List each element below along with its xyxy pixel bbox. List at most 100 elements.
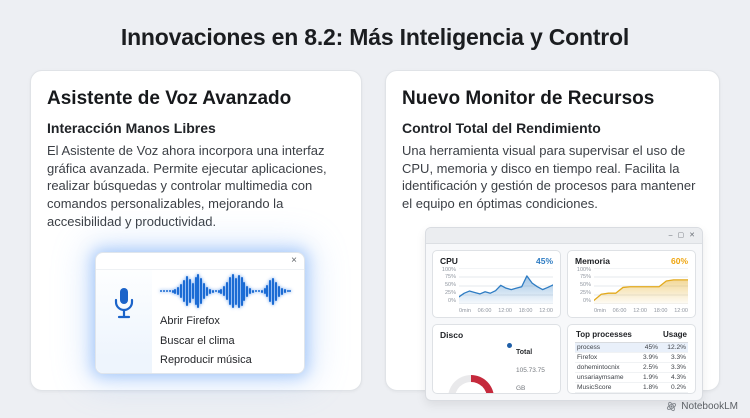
waveform-bar bbox=[289, 290, 292, 293]
memory-y-axis: 100% 75% 50% 25% 0% bbox=[575, 267, 594, 314]
voice-assistant-window: × Abrir Firefox Buscar el clima Reproduc bbox=[95, 252, 305, 375]
axis-tick-label: 25% bbox=[579, 289, 591, 296]
axis-tick-label: 75% bbox=[444, 274, 456, 281]
waveform-bar bbox=[275, 281, 277, 301]
axis-tick-label: 06:00 bbox=[612, 307, 627, 314]
waveform-bar bbox=[180, 284, 183, 299]
process-row: unsariaymsame 1.9% 4.3% bbox=[575, 373, 688, 383]
voice-window-body: Abrir Firefox Buscar el clima Reproducir m… bbox=[96, 270, 304, 374]
waveform-bar bbox=[252, 289, 254, 293]
voice-command-list: Abrir Firefox Buscar el clima Reproducir m… bbox=[158, 312, 296, 370]
axis-tick-label: 12:00 bbox=[498, 307, 512, 314]
cpu-chart: 100% 75% 50% 25% 0% 0min 06:00 12:00 18:00 12:00 bbox=[440, 267, 553, 314]
cpu-y-axis: 100% 75% 50% 25% 0% bbox=[440, 267, 459, 314]
waveform-bar bbox=[203, 283, 206, 300]
waveform-bar bbox=[188, 279, 191, 304]
total-label: Total bbox=[516, 348, 533, 356]
microphone-column bbox=[96, 270, 152, 374]
voice-card-title: Asistente de Voz Avanzado bbox=[47, 88, 292, 109]
waveform-bar bbox=[234, 277, 237, 305]
waveform-bar bbox=[254, 290, 257, 293]
waveform-bar bbox=[260, 289, 263, 293]
voice-command: Reproducir música bbox=[160, 353, 252, 366]
disk-donut: 75% bbox=[448, 374, 494, 393]
voice-waveform bbox=[158, 274, 296, 309]
waveform-bar bbox=[211, 289, 214, 293]
axis-tick-label: 12:00 bbox=[539, 307, 553, 314]
process-row: process 45% 12.2% bbox=[575, 342, 688, 353]
axis-tick-label: 12:00 bbox=[633, 307, 647, 314]
process-rows: process 45% 12.2% Firefox 3.9% 3.3% dohemintoc… bbox=[575, 342, 688, 393]
waveform-bar bbox=[197, 274, 200, 309]
maximize-icon[interactable]: ▢ bbox=[677, 231, 685, 239]
axis-tick-label: 18:00 bbox=[518, 307, 533, 314]
minimize-icon[interactable]: – bbox=[668, 231, 673, 239]
waveform-bar bbox=[165, 290, 168, 293]
memory-usage-value: 60% bbox=[670, 255, 688, 266]
resource-monitor-card: Nuevo Monitor de Recursos Control Total … bbox=[385, 70, 720, 401]
waveform-bar bbox=[257, 290, 260, 293]
cards-row: Asistente de Voz Avanzado Interacción Ma… bbox=[0, 70, 750, 401]
waveform-bar bbox=[243, 281, 246, 301]
notebooklm-logo-icon bbox=[667, 401, 677, 412]
cpu-label: CPU bbox=[440, 255, 458, 266]
waveform-bar bbox=[177, 287, 180, 296]
process-row: dohemintocnix 2.5% 3.3% bbox=[575, 363, 688, 373]
total-value: 105.73.75 GB bbox=[516, 366, 545, 392]
voice-command: Abrir Firefox bbox=[160, 315, 220, 328]
axis-tick-label: 0min bbox=[594, 307, 606, 314]
axis-tick-label: 0min bbox=[459, 307, 471, 314]
waveform-bar bbox=[185, 276, 188, 307]
waveform-bar bbox=[200, 278, 203, 305]
waveform-bar bbox=[237, 274, 240, 308]
voice-assistant-card: Asistente de Voz Avanzado Interacción Ma… bbox=[30, 70, 362, 391]
axis-tick-label: 50% bbox=[579, 282, 591, 289]
disk-label: Disco bbox=[440, 329, 464, 340]
monitor-window-titlebar: – ▢ ✕ bbox=[426, 227, 702, 244]
waveform-bar bbox=[160, 290, 162, 293]
waveform-bar bbox=[246, 285, 249, 297]
waveform-bar bbox=[266, 285, 269, 298]
waveform-bar bbox=[272, 277, 275, 305]
voice-card-body: El Asistente de Voz ahora incorpora una … bbox=[47, 143, 327, 229]
process-row: Firefox 3.9% 3.3% bbox=[575, 353, 688, 363]
axis-tick-label: 75% bbox=[579, 274, 591, 281]
voice-card-subtitle: Interacción Manos Libres bbox=[47, 120, 216, 136]
voice-window-titlebar: × bbox=[96, 253, 304, 271]
axis-tick-label: 12:00 bbox=[674, 307, 688, 314]
notebooklm-attribution: NotebookLM bbox=[666, 401, 738, 412]
memory-area-plot bbox=[594, 268, 688, 304]
waveform-bar bbox=[194, 277, 197, 306]
waveform-bar bbox=[168, 290, 171, 293]
waveform-bar bbox=[208, 288, 211, 294]
waveform-bar bbox=[162, 290, 165, 293]
legend-item-total: Total 105.73.75 GB bbox=[507, 341, 553, 393]
axis-tick-label: 06:00 bbox=[477, 307, 492, 314]
microphone-icon bbox=[114, 288, 134, 319]
memory-panel: Memoria 60% 100% 75% 50% 25% 0% 0min 06:00 12:… bbox=[567, 249, 696, 318]
waveform-bar bbox=[226, 282, 229, 301]
close-icon[interactable]: ✕ bbox=[689, 231, 695, 239]
waveform-bar bbox=[174, 288, 177, 294]
axis-tick-label: 18:00 bbox=[653, 307, 668, 314]
usage-header: Usage bbox=[662, 329, 687, 339]
voice-window-content: Abrir Firefox Buscar el clima Reproducir m… bbox=[152, 270, 304, 373]
waveform-bar bbox=[183, 280, 185, 303]
close-icon[interactable]: × bbox=[291, 255, 297, 267]
axis-tick-label: 100% bbox=[576, 266, 591, 273]
disk-panel: Disco 75% Total 10 bbox=[432, 323, 561, 394]
waveform-bar bbox=[171, 289, 174, 293]
waveform-bar bbox=[277, 285, 280, 297]
monitor-card-title: Nuevo Monitor de Recursos bbox=[402, 88, 655, 109]
waveform-bar bbox=[206, 286, 208, 296]
waveform-bar bbox=[191, 283, 194, 300]
memory-x-axis: 0min 06:00 12:00 18:00 12:00 bbox=[594, 308, 688, 314]
waveform-bar bbox=[280, 287, 283, 295]
waveform-bar bbox=[229, 277, 231, 306]
axis-tick-label: 0% bbox=[583, 297, 591, 304]
cpu-x-axis: 0min 06:00 12:00 18:00 12:00 bbox=[459, 308, 553, 314]
slide-title: Innovaciones en 8.2: Más Inteligencia y … bbox=[120, 24, 630, 50]
waveform-bar bbox=[240, 276, 243, 306]
waveform-bar bbox=[217, 289, 220, 293]
